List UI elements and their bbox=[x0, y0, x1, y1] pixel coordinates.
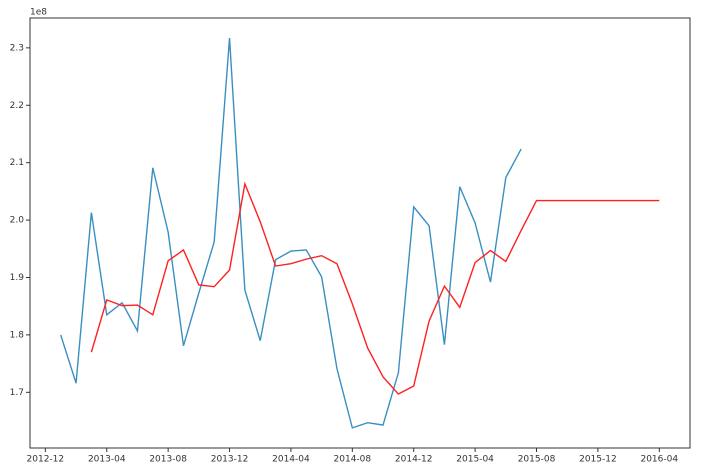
y-tick-label: 1.8 bbox=[10, 330, 25, 340]
series-line bbox=[60, 38, 522, 429]
x-tick-label: 2012-12 bbox=[27, 455, 65, 465]
x-tick-label: 2013-08 bbox=[149, 455, 187, 465]
x-tick-label: 2016-04 bbox=[640, 455, 678, 465]
x-tick-label: 2015-08 bbox=[518, 455, 556, 465]
x-tick-label: 2015-12 bbox=[579, 455, 617, 465]
offset-label: 1e8 bbox=[30, 8, 47, 18]
series-line bbox=[90, 181, 660, 395]
x-tick-label: 2015-04 bbox=[456, 455, 494, 465]
x-tick-label: 2014-04 bbox=[272, 455, 310, 465]
y-tick-label: 1.9 bbox=[10, 273, 25, 283]
axes-frame bbox=[29, 17, 691, 449]
y-tick-label: 2.0 bbox=[10, 216, 25, 226]
x-tick-label: 2013-04 bbox=[88, 455, 126, 465]
y-tick-label: 2.3 bbox=[10, 43, 24, 53]
y-tick-label: 2.1 bbox=[10, 158, 24, 168]
x-tick-label: 2013-12 bbox=[211, 455, 249, 465]
x-tick-label: 2014-08 bbox=[334, 455, 372, 465]
y-tick-label: 2.2 bbox=[10, 101, 24, 111]
x-tick-label: 2014-12 bbox=[395, 455, 433, 465]
y-tick-label: 1.7 bbox=[10, 388, 24, 398]
